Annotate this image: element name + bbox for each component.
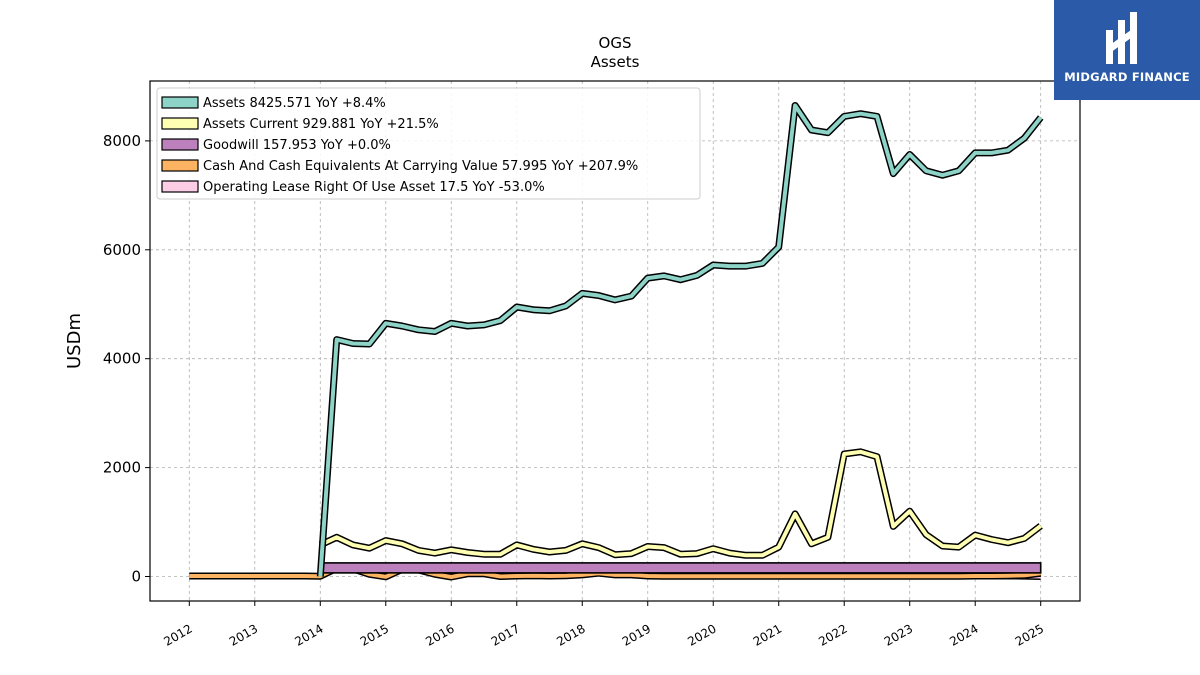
legend: Assets 8425.571 YoY +8.4% Assets Current …	[156, 87, 701, 200]
y-tick-label: 8000	[103, 132, 141, 150]
y-tick-label: 2000	[103, 459, 141, 477]
plot-frame	[149, 80, 1081, 602]
x-tick-label: 2014	[292, 621, 325, 648]
series-layer	[189, 102, 1044, 581]
logo-text: MIDGARD FINANCE	[1064, 70, 1190, 84]
legend-label: Cash And Cash Equivalents At Carrying Va…	[203, 159, 638, 174]
series-assets	[316, 102, 1044, 577]
x-tick-label: 2020	[685, 621, 718, 648]
x-tick-label: 2019	[620, 621, 653, 648]
y-axis-label: USDm	[64, 313, 85, 369]
series-band	[319, 562, 1042, 574]
chart-title: OGS	[599, 34, 632, 52]
x-tick-label: 2015	[358, 621, 391, 648]
x-tick-label: 2023	[882, 621, 915, 648]
x-tick-label: 2018	[554, 621, 587, 648]
legend-swatch	[161, 96, 199, 109]
x-tick-label: 2016	[423, 621, 456, 648]
x-tick-label: 2025	[1013, 621, 1046, 648]
legend-swatch	[161, 117, 199, 130]
legend-swatch	[161, 138, 199, 151]
legend-label: Goodwill 157.953 YoY +0.0%	[203, 138, 391, 153]
legend-label: Operating Lease Right Of Use Asset 17.5 …	[203, 180, 545, 195]
series-line	[319, 449, 1042, 558]
y-tick-label: 6000	[103, 241, 141, 259]
legend-label: Assets 8425.571 YoY +8.4%	[203, 96, 386, 111]
series-goodwill	[319, 562, 1042, 574]
series-assets-current	[318, 448, 1043, 559]
x-tick-label: 2024	[947, 621, 980, 648]
legend-swatch	[161, 159, 199, 172]
x-tick-label: 2012	[161, 621, 194, 648]
legend-label: Assets Current 929.881 YoY +21.5%	[203, 117, 439, 132]
series-line	[318, 103, 1043, 577]
legend-swatch	[161, 180, 199, 193]
x-tick-label: 2021	[751, 621, 784, 648]
midgard-finance-logo: MIDGARD FINANCE	[1054, 0, 1200, 100]
x-tick-label: 2017	[489, 621, 522, 648]
legend-box	[156, 87, 701, 200]
chart-subtitle: Assets	[591, 53, 640, 71]
x-tick-label: 2013	[227, 621, 260, 648]
y-tick-label: 0	[131, 567, 141, 585]
x-tick-label: 2022	[816, 621, 849, 648]
logo-mark-icon	[1106, 12, 1137, 64]
y-tick-label: 4000	[103, 350, 141, 368]
